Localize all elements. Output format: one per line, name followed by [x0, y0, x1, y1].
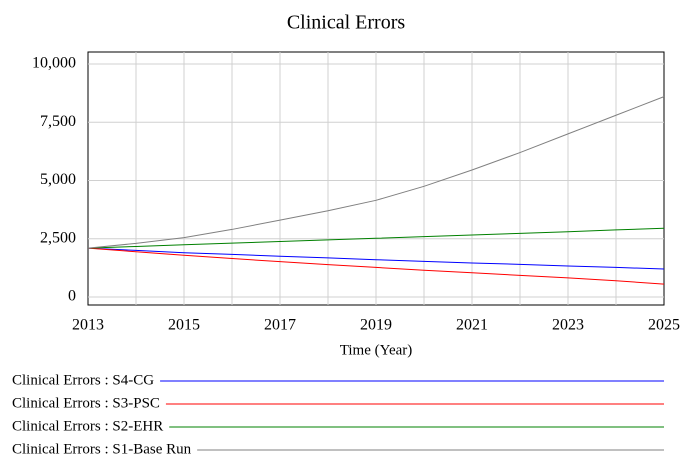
y-tick-label: 10,000 [32, 55, 76, 72]
x-tick-label: 2021 [456, 317, 488, 334]
x-tick-label: 2015 [168, 317, 200, 334]
y-tick-label: 2,500 [40, 229, 76, 246]
x-tick-label: 2019 [360, 317, 392, 334]
chart-title: Clinical Errors [287, 12, 406, 34]
chart: Clinical Errors Time (Year) 2013 2015 2017… [0, 0, 683, 464]
legend-label: Clinical Errors : S4-CG [12, 372, 154, 388]
x-axis-label: Time (Year) [340, 342, 413, 358]
y-tick-label: 7,500 [40, 113, 76, 130]
x-tick-label: 2025 [648, 317, 680, 334]
legend-label: Clinical Errors : S3-PSC [12, 395, 160, 411]
legend-label: Clinical Errors : S1-Base Run [12, 441, 192, 457]
legend-label: Clinical Errors : S2-EHR [12, 418, 163, 434]
x-tick-label: 2017 [264, 317, 296, 334]
y-tick-label: 0 [68, 288, 76, 305]
x-tick-label: 2023 [552, 317, 584, 334]
y-tick-label: 5,000 [40, 171, 76, 188]
x-tick-label: 2013 [72, 317, 104, 334]
